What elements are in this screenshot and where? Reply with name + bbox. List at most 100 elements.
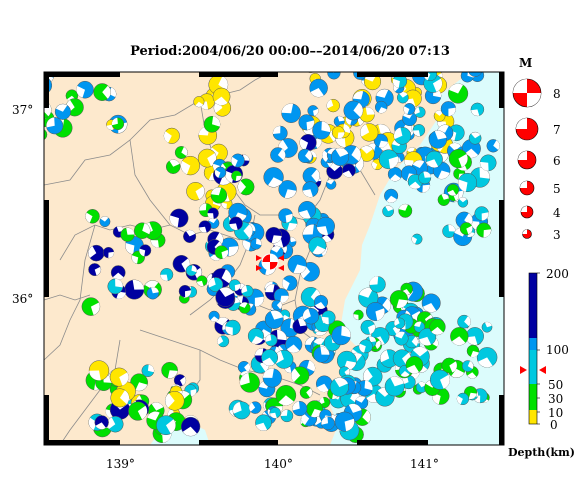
earthquake-event: [217, 335, 230, 348]
earthquake-event: [412, 124, 426, 137]
lat-label-37: 37°: [12, 103, 33, 117]
earthquake-event: [183, 229, 197, 243]
earthquake-event: [465, 327, 484, 346]
earthquake-event: [389, 290, 408, 309]
earthquake-event: [241, 284, 254, 298]
depth-marker-right: [539, 366, 546, 374]
earthquake-event: [165, 159, 181, 174]
depth-tick-30: 30: [548, 392, 563, 406]
earthquake-event: [325, 179, 337, 190]
earthquake-event: [441, 357, 458, 374]
earthquake-event: [327, 72, 341, 80]
earthquake-event: [269, 407, 281, 419]
earthquake-event: [334, 411, 355, 432]
earthquake-event: [265, 334, 278, 347]
earthquake-event: [232, 401, 251, 420]
earthquake-event: [203, 115, 221, 133]
earthquake-event: [214, 245, 229, 260]
earthquake-event: [228, 202, 248, 222]
earthquake-event: [287, 254, 307, 274]
magnitude-legend-symbol: [512, 78, 542, 108]
earthquake-event: [428, 130, 448, 149]
depth-band-0: [529, 410, 537, 424]
earthquake-event: [440, 101, 457, 117]
map-area: [44, 72, 504, 445]
earthquake-event: [387, 166, 403, 182]
earthquake-event: [264, 310, 284, 329]
earthquake-event: [429, 369, 451, 390]
earthquake-event: [291, 366, 310, 385]
earthquake-event: [365, 302, 385, 321]
magnitude-label-8: 8: [553, 87, 561, 101]
earthquake-event: [280, 409, 294, 423]
earthquake-event: [248, 401, 262, 414]
earthquake-event: [403, 103, 416, 115]
earthquake-event: [180, 416, 201, 437]
depth-tick-200: 200: [546, 267, 569, 281]
earthquake-event: [331, 126, 345, 139]
earthquake-event: [109, 367, 129, 387]
earthquake-event: [141, 364, 155, 378]
earthquake-event: [331, 325, 351, 346]
map-title: Period:2004/06/20 00:00––2014/06/20 07:1…: [130, 44, 450, 59]
earthquake-event: [247, 327, 264, 345]
earthquake-event: [231, 170, 242, 182]
depth-scale-label: Depth(km): [508, 446, 575, 459]
earthquake-event: [457, 314, 471, 329]
depth-band-100: [529, 338, 537, 350]
earthquake-event: [425, 150, 443, 168]
earthquake-event: [120, 227, 135, 242]
earthquake-event: [196, 275, 208, 287]
earthquake-event: [326, 98, 340, 113]
earthquake-event: [298, 201, 317, 219]
magnitude-legend-symbol: [515, 117, 539, 141]
earthquake-event: [292, 318, 308, 335]
lon-label-141: 141°: [410, 457, 439, 471]
earthquake-event: [54, 103, 71, 120]
earthquake-event: [457, 197, 469, 208]
earthquake-event: [393, 317, 406, 329]
earthquake-event: [250, 238, 262, 250]
earthquake-event: [207, 207, 219, 220]
earthquake-event: [169, 208, 189, 228]
earthquake-event: [313, 346, 330, 363]
earthquake-event: [212, 87, 231, 106]
earthquake-event: [392, 73, 408, 89]
earthquake-event: [278, 208, 293, 223]
earthquake-event: [393, 127, 412, 145]
earthquake-event: [110, 388, 130, 408]
earthquake-event: [81, 297, 101, 316]
earthquake-event: [263, 167, 284, 188]
earthquake-event: [312, 121, 331, 140]
depth-band-50: [529, 350, 537, 384]
earthquake-event: [146, 286, 160, 300]
earthquake-event: [111, 117, 125, 131]
earthquake-event: [373, 133, 388, 148]
earthquake-event: [281, 103, 301, 123]
earthquake-event: [107, 415, 124, 433]
earthquake-event: [486, 139, 500, 153]
earthquake-event: [285, 335, 303, 354]
lon-label-140: 140°: [264, 457, 293, 471]
earthquake-event: [174, 146, 188, 159]
earthquake-event: [130, 373, 148, 392]
earthquake-event: [110, 265, 126, 280]
earthquake-event: [237, 178, 255, 196]
earthquake-event: [139, 244, 152, 257]
earthquake-event: [292, 401, 308, 417]
earthquake-event: [156, 415, 176, 436]
earthquake-event: [411, 233, 423, 245]
earthquake-event: [180, 155, 200, 176]
earthquake-event: [133, 222, 151, 239]
depth-tick-10: 10: [548, 406, 563, 420]
earthquake-event: [224, 319, 241, 336]
magnitude-legend-symbol: [517, 150, 537, 170]
earthquake-event: [173, 374, 187, 387]
earthquake-event: [265, 226, 282, 244]
earthquake-event: [456, 392, 470, 406]
earthquake-event: [378, 149, 399, 170]
earthquake-event: [230, 153, 245, 168]
earthquake-event: [44, 129, 48, 141]
earthquake-event: [398, 203, 413, 218]
